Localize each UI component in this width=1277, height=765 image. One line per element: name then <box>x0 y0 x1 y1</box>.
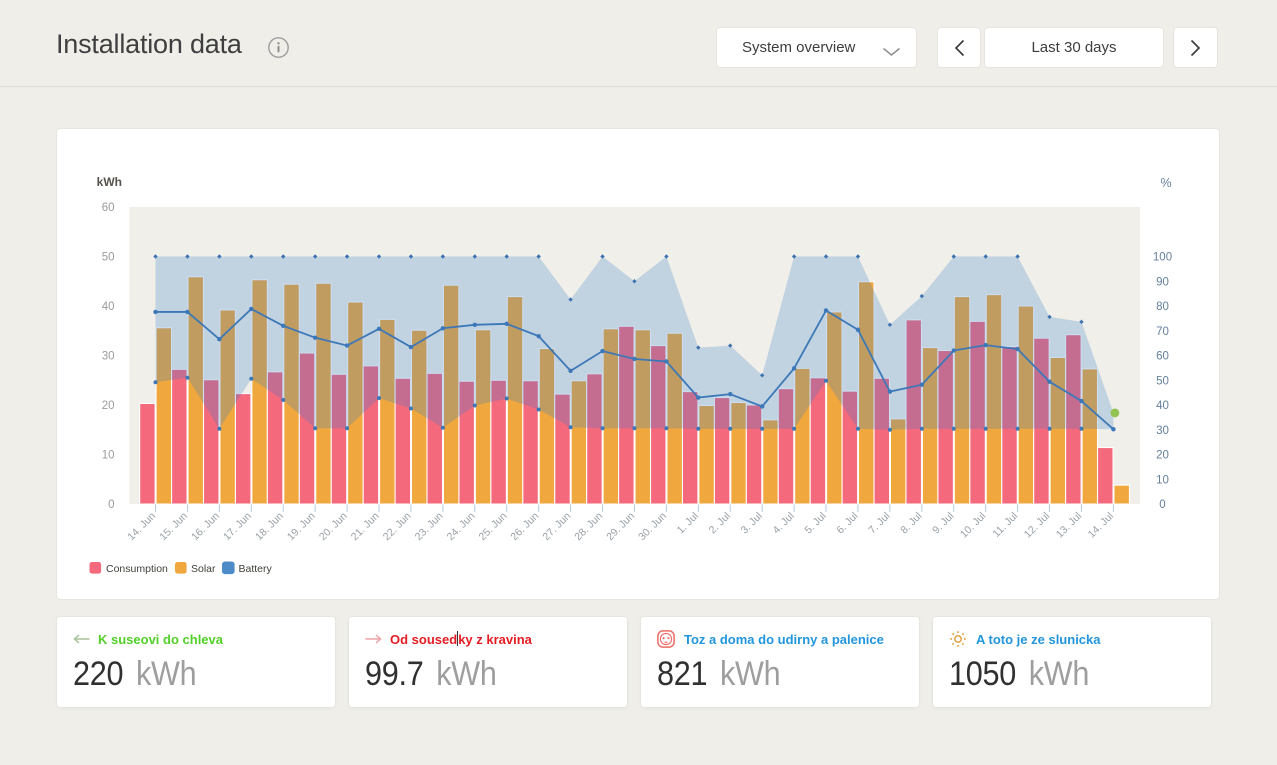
svg-text:21. Jun: 21. Jun <box>349 510 382 543</box>
svg-text:16. Jun: 16. Jun <box>189 510 222 543</box>
svg-text:6. Jul: 6. Jul <box>834 510 860 536</box>
svg-text:40: 40 <box>102 301 115 313</box>
svg-text:26. Jun: 26. Jun <box>508 510 541 543</box>
svg-text:Solar: Solar <box>191 563 216 575</box>
svg-text:50: 50 <box>1156 375 1169 387</box>
svg-text:3. Jul: 3. Jul <box>739 510 765 536</box>
svg-text:14. Jul: 14. Jul <box>1086 510 1116 540</box>
svg-text:30: 30 <box>1156 425 1169 437</box>
svg-text:15. Jun: 15. Jun <box>157 510 190 543</box>
svg-text:1. Jul: 1. Jul <box>675 510 701 536</box>
svg-text:23. Jun: 23. Jun <box>413 510 446 543</box>
svg-text:%: % <box>1160 176 1171 190</box>
svg-text:10. Jul: 10. Jul <box>958 510 988 540</box>
svg-text:5. Jul: 5. Jul <box>802 510 828 536</box>
svg-text:14. Jun: 14. Jun <box>125 510 158 543</box>
svg-text:8. Jul: 8. Jul <box>898 510 924 536</box>
svg-text:25. Jun: 25. Jun <box>477 510 510 543</box>
svg-text:17. Jun: 17. Jun <box>221 510 254 543</box>
svg-text:18. Jun: 18. Jun <box>253 510 286 543</box>
svg-text:13. Jul: 13. Jul <box>1054 510 1084 540</box>
svg-text:22. Jun: 22. Jun <box>381 510 414 543</box>
svg-text:28. Jun: 28. Jun <box>572 510 605 543</box>
svg-text:100: 100 <box>1153 252 1172 264</box>
svg-text:20. Jun: 20. Jun <box>317 510 350 543</box>
svg-text:30: 30 <box>102 351 115 363</box>
svg-text:4. Jul: 4. Jul <box>770 510 796 536</box>
svg-text:12. Jul: 12. Jul <box>1022 510 1052 540</box>
svg-text:70: 70 <box>1156 326 1169 338</box>
svg-text:2. Jul: 2. Jul <box>707 510 733 536</box>
svg-text:kWh: kWh <box>97 175 122 189</box>
svg-text:11. Jul: 11. Jul <box>990 510 1020 540</box>
svg-text:Consumption: Consumption <box>106 563 168 575</box>
svg-text:0: 0 <box>1159 499 1165 511</box>
svg-text:90: 90 <box>1156 276 1169 288</box>
svg-text:0: 0 <box>108 499 114 511</box>
svg-text:20: 20 <box>102 400 115 412</box>
svg-text:60: 60 <box>1156 351 1169 363</box>
svg-text:80: 80 <box>1156 301 1169 313</box>
svg-text:9. Jul: 9. Jul <box>930 510 956 536</box>
svg-text:7. Jul: 7. Jul <box>866 510 892 536</box>
svg-text:Battery: Battery <box>239 563 273 575</box>
svg-text:30. Jun: 30. Jun <box>636 510 669 543</box>
svg-text:29. Jun: 29. Jun <box>604 510 637 543</box>
svg-text:20: 20 <box>1156 450 1169 462</box>
svg-text:24. Jun: 24. Jun <box>445 510 478 543</box>
svg-text:27. Jun: 27. Jun <box>540 510 573 543</box>
svg-text:10: 10 <box>102 450 115 462</box>
svg-text:10: 10 <box>1156 474 1169 486</box>
svg-text:40: 40 <box>1156 400 1169 412</box>
svg-text:50: 50 <box>102 252 115 264</box>
svg-text:60: 60 <box>102 202 115 214</box>
svg-text:19. Jun: 19. Jun <box>285 510 318 543</box>
